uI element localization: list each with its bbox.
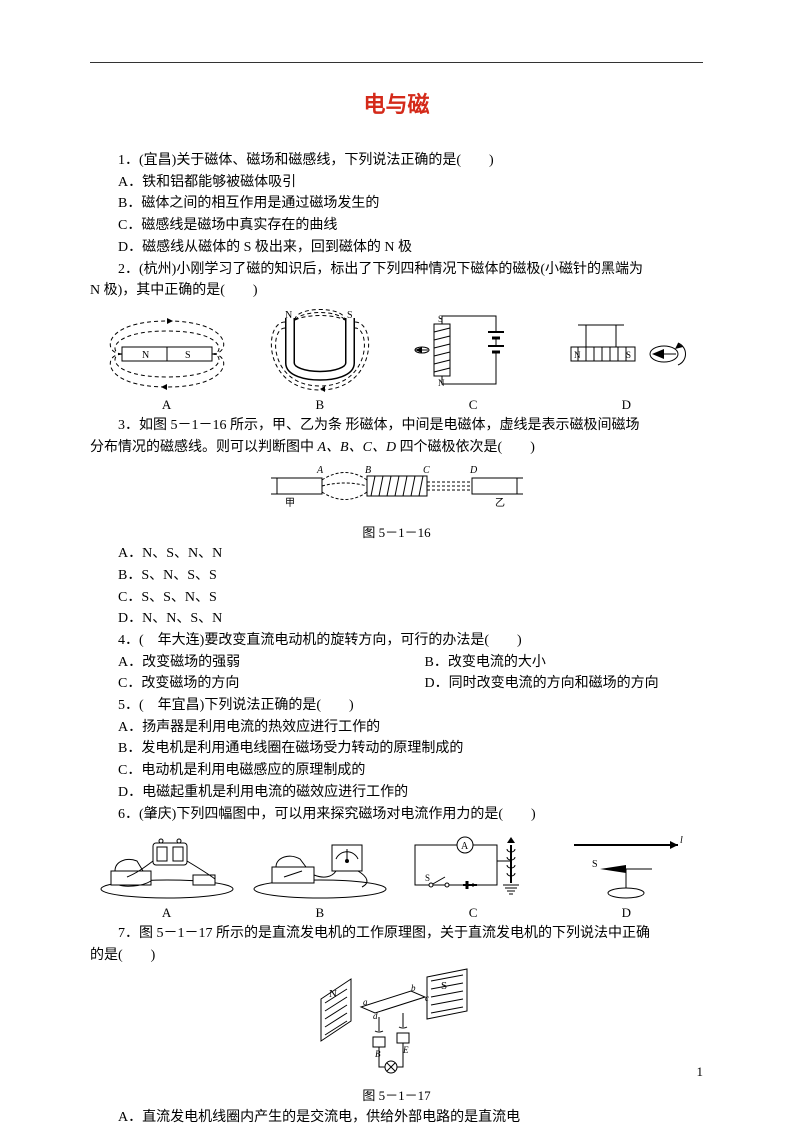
q3-stem-line1: 3．如图 5－1－16 所示，甲、乙为条 形磁体，中间是电磁体，虚线是表示磁极间… (90, 415, 703, 437)
galvanometer-apparatus-icon (250, 831, 390, 901)
q4-row2: C．改变磁场的方向 D．同时改变电流的方向和磁场的方向 (90, 673, 703, 695)
q7-stem-line2: 的是( ) (90, 945, 703, 967)
q2-label-d: D (550, 395, 703, 415)
q2-fig-a: N S (90, 313, 243, 393)
q5-opt-a: A．扬声器是利用电流的热效应进行工作的 (90, 717, 703, 739)
q7-opt-a: A．直流发电机线圈内产生的是交流电，供给外部电路的是直流电 (90, 1107, 703, 1128)
q6-fig-d: l S (550, 831, 703, 901)
q2-label-c: C (397, 395, 550, 415)
q2-fig-b: N S (243, 308, 396, 393)
q1-opt-d: D．磁感线从磁体的 S 极出来，回到磁体的 N 极 (90, 237, 703, 259)
svg-text:C: C (423, 465, 430, 476)
dc-generator-icon: N S a b c d B E (307, 967, 487, 1077)
svg-text:A: A (316, 465, 324, 476)
q4-stem: 4．( 年大连)要改变直流电动机的旋转方向，可行的办法是( ) (90, 630, 703, 652)
q4-opt-b: B．改变电流的大小 (397, 652, 704, 674)
q6-stem: 6．(肇庆)下列四幅图中，可以用来探究磁场对电流作用力的是( ) (90, 804, 703, 826)
q6-label-a: A (90, 903, 243, 923)
q3-letters: A、B、C、D (318, 440, 397, 455)
q3-opt-d: D．N、N、S、N (90, 608, 703, 630)
u-magnet-icon: N S (255, 308, 385, 393)
q2-label-a: A (90, 395, 243, 415)
svg-text:S: S (185, 350, 191, 361)
svg-text:N: N (574, 350, 581, 360)
q1-stem: 1．(宜昌)关于磁体、磁场和磁感线，下列说法正确的是( ) (90, 150, 703, 172)
q1-opt-a: A．铁和铝都能够被磁体吸引 (90, 172, 703, 194)
q4-opt-c: C．改变磁场的方向 (90, 673, 397, 695)
top-rule (90, 62, 703, 63)
q1-opt-b: B．磁体之间的相互作用是通过磁场发生的 (90, 193, 703, 215)
svg-text:乙: 乙 (495, 497, 505, 509)
electromagnet-diagram-icon: A 甲 B C D 乙 (267, 458, 527, 513)
page-number: 1 (697, 1062, 704, 1082)
q5-opt-b: B．发电机是利用通电线圈在磁场受力转动的原理制成的 (90, 738, 703, 760)
svg-text:S: S (347, 310, 353, 321)
q5-opt-d: D．电磁起重机是利用电流的磁效应进行工作的 (90, 782, 703, 804)
q3-opt-a: A．N、S、N、N (90, 543, 703, 565)
page: 电与磁 1．(宜昌)关于磁体、磁场和磁感线，下列说法正确的是( ) A．铁和铝都… (0, 0, 793, 1122)
q6-fig-b (243, 831, 396, 901)
q2-stem-line2: N 极)，其中正确的是( ) (90, 280, 703, 302)
q4-opt-a: A．改变磁场的强弱 (90, 652, 397, 674)
svg-text:N: N (142, 350, 149, 361)
svg-text:a: a (363, 997, 368, 1007)
svg-text:S: S (592, 859, 598, 870)
svg-text:B: B (365, 465, 371, 476)
page-title: 电与磁 (90, 88, 703, 122)
svg-text:l: l (680, 835, 683, 846)
q6-figure-row: A S l S (90, 831, 703, 901)
electromagnet-circuit-icon: A S (403, 831, 543, 901)
q2-label-row: A B C D (90, 395, 703, 415)
bar-magnet-icon: N S (97, 313, 237, 393)
q2-label-b: B (243, 395, 396, 415)
q3-caption: 图 5－1－16 (90, 523, 703, 543)
q3-opt-b: B．S、N、S、S (90, 565, 703, 587)
q2-fig-d: N S (550, 313, 703, 393)
svg-text:N: N (285, 310, 292, 321)
q3-figure: A 甲 B C D 乙 图 5－1－16 (90, 458, 703, 543)
svg-text:B: B (375, 1049, 381, 1059)
q7-figure: N S a b c d B E 图 5－1－17 (90, 967, 703, 1107)
q3-stem-frag2: 四个磁极依次是( ) (396, 440, 535, 455)
q1-opt-c: C．磁感线是磁场中真实存在的曲线 (90, 215, 703, 237)
svg-text:甲: 甲 (285, 498, 295, 509)
oersted-experiment-icon: l S (556, 831, 696, 901)
q7-caption: 图 5－1－17 (90, 1086, 703, 1106)
q6-label-row: A B C D (90, 903, 703, 923)
q6-fig-a (90, 831, 243, 901)
motor-apparatus-icon (97, 831, 237, 901)
svg-text:d: d (373, 1011, 378, 1021)
svg-text:A: A (461, 841, 469, 852)
q3-stem-frag1: 分布情况的磁感线。则可以判断图中 (90, 440, 318, 455)
svg-text:N: N (329, 988, 337, 1000)
q5-stem: 5．( 年宜昌)下列说法正确的是( ) (90, 695, 703, 717)
q2-fig-c: S N (397, 308, 550, 393)
q6-label-d: D (550, 903, 703, 923)
svg-text:S: S (441, 980, 447, 992)
q5-opt-c: C．电动机是利用电磁感应的原理制成的 (90, 760, 703, 782)
q4-row1: A．改变磁场的强弱 B．改变电流的大小 (90, 652, 703, 674)
svg-text:c: c (425, 993, 429, 1003)
q6-label-b: B (243, 903, 396, 923)
solenoid-compass-icon: N S (556, 313, 696, 393)
q2-figure-row: N S N S (90, 308, 703, 393)
solenoid-circuit-icon: S N (408, 308, 538, 393)
svg-text:S: S (626, 350, 631, 360)
q3-opt-c: C．S、S、N、S (90, 587, 703, 609)
q6-label-c: C (397, 903, 550, 923)
svg-text:S: S (425, 873, 430, 883)
q6-fig-c: A S (397, 831, 550, 901)
svg-text:D: D (469, 465, 478, 476)
q3-stem-line2: 分布情况的磁感线。则可以判断图中 A、B、C、D 四个磁极依次是( ) (90, 437, 703, 459)
q4-opt-d: D．同时改变电流的方向和磁场的方向 (397, 673, 704, 695)
q7-stem-line1: 7．图 5－1－17 所示的是直流发电机的工作原理图，关于直流发电机的下列说法中… (90, 923, 703, 945)
q2-stem-line1: 2．(杭州)小刚学习了磁的知识后，标出了下列四种情况下磁体的磁极(小磁针的黑端为 (90, 259, 703, 281)
svg-text:b: b (411, 983, 416, 993)
